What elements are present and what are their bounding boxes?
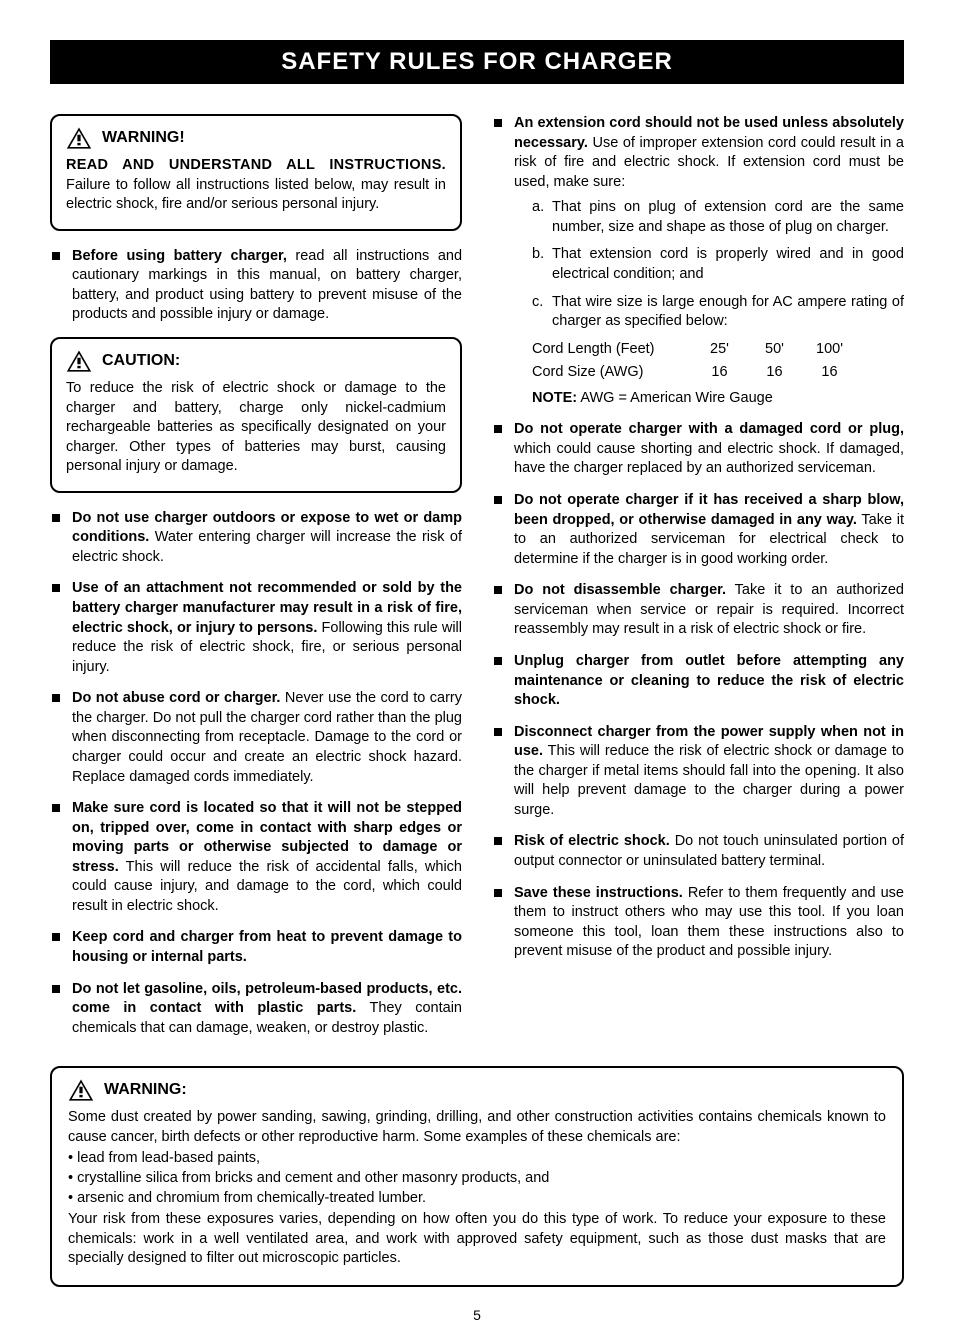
dot-item: arsenic and chromium from chemically-tre… bbox=[68, 1189, 886, 1209]
sub-list: a. That pins on plug of extension cord ar… bbox=[514, 198, 904, 331]
warning-box-1: WARNING! READ AND UNDERSTAND ALL INSTRUC… bbox=[50, 114, 462, 231]
note-bold: NOTE: bbox=[532, 390, 577, 406]
bullet-bold: Do not operate charger with a damaged co… bbox=[514, 421, 904, 437]
cord-table: Cord Length (Feet) 25' 50' 100' Cord Siz… bbox=[532, 340, 904, 383]
warning-title: WARNING! bbox=[102, 129, 185, 147]
bullet-bold: Do not operate charger if it has receive… bbox=[514, 492, 904, 528]
caution-title: CAUTION: bbox=[102, 352, 180, 370]
sub-item: a. That pins on plug of extension cord ar… bbox=[532, 198, 904, 237]
warning2-p1: Some dust created by power sanding, sawi… bbox=[68, 1108, 886, 1147]
sub-label: c. bbox=[532, 293, 543, 313]
table-cell: 16 bbox=[802, 363, 857, 383]
sub-text: That extension cord is properly wired an… bbox=[552, 246, 904, 282]
table-row: Cord Length (Feet) 25' 50' 100' bbox=[532, 340, 904, 360]
list-item: Do not operate charger if it has receive… bbox=[492, 491, 904, 569]
warning-lead: READ AND UNDERSTAND ALL INSTRUCTIONS. bbox=[66, 157, 446, 173]
bullet-bold: Risk of electric shock. bbox=[514, 833, 670, 849]
sub-label: a. bbox=[532, 198, 544, 218]
table-cell: 100' bbox=[802, 340, 857, 360]
table-cell: 16 bbox=[747, 363, 802, 383]
bullet-bold: Save these instructions. bbox=[514, 885, 683, 901]
dot-item: crystalline silica from bricks and cemen… bbox=[68, 1169, 886, 1189]
warning-box-2: WARNING: Some dust created by power sand… bbox=[50, 1066, 904, 1287]
right-column: An extension cord should not be used unl… bbox=[492, 114, 904, 1050]
bullet-before-using: Before using battery charger, read all i… bbox=[50, 247, 462, 325]
table-cell: Cord Length (Feet) bbox=[532, 340, 692, 360]
list-item: Make sure cord is located so that it wil… bbox=[50, 799, 462, 916]
warning2-title: WARNING: bbox=[104, 1079, 187, 1101]
bullet-rest: which could cause shorting and electric … bbox=[514, 441, 904, 477]
right-bullet-list: Do not operate charger with a damaged co… bbox=[492, 420, 904, 962]
bullet-bold: Do not abuse cord or charger. bbox=[72, 690, 280, 706]
left-column: WARNING! READ AND UNDERSTAND ALL INSTRUC… bbox=[50, 114, 462, 1050]
page-number: 5 bbox=[50, 1307, 904, 1323]
note-rest: AWG = American Wire Gauge bbox=[577, 390, 773, 406]
caution-body: To reduce the risk of electric shock or … bbox=[66, 379, 446, 477]
list-item: Disconnect charger from the power supply… bbox=[492, 723, 904, 821]
bullet-bold: Keep cord and charger from heat to preve… bbox=[72, 929, 462, 965]
bullet-extension-cord: An extension cord should not be used unl… bbox=[492, 114, 904, 408]
sub-item: c. That wire size is large enough for AC … bbox=[532, 293, 904, 332]
warning-body: READ AND UNDERSTAND ALL INSTRUCTIONS. Fa… bbox=[66, 156, 446, 215]
table-row: Cord Size (AWG) 16 16 16 bbox=[532, 363, 904, 383]
bullet-bold: Before using battery charger, bbox=[72, 248, 287, 264]
list-item: Do not let gasoline, oils, petroleum-bas… bbox=[50, 980, 462, 1039]
bullet-rest: This will reduce the risk of electric sh… bbox=[514, 743, 904, 818]
warning-icon bbox=[68, 1078, 94, 1102]
list-item: Unplug charger from outlet before attemp… bbox=[492, 652, 904, 711]
list-item: Risk of electric shock. Do not touch uni… bbox=[492, 832, 904, 871]
caution-box: CAUTION: To reduce the risk of electric … bbox=[50, 337, 462, 493]
bullet-rest: This will reduce the risk of accidental … bbox=[72, 859, 462, 914]
table-cell: Cord Size (AWG) bbox=[532, 363, 692, 383]
cord-note: NOTE: AWG = American Wire Gauge bbox=[532, 389, 904, 409]
bullet-bold: Do not disassemble charger. bbox=[514, 582, 726, 598]
dot-item: lead from lead-based paints, bbox=[68, 1149, 886, 1169]
list-item: Do not operate charger with a damaged co… bbox=[492, 420, 904, 479]
table-cell: 16 bbox=[692, 363, 747, 383]
caution-icon bbox=[66, 349, 92, 373]
warning2-p2: Your risk from these exposures varies, d… bbox=[68, 1210, 886, 1269]
list-item: Keep cord and charger from heat to preve… bbox=[50, 928, 462, 967]
list-item: Do not use charger outdoors or expose to… bbox=[50, 509, 462, 568]
page-title-bar: SAFETY RULES FOR CHARGER bbox=[50, 40, 904, 84]
sub-label: b. bbox=[532, 245, 544, 265]
left-bullet-list: Do not use charger outdoors or expose to… bbox=[50, 509, 462, 1039]
table-cell: 25' bbox=[692, 340, 747, 360]
sub-text: That pins on plug of extension cord are … bbox=[552, 199, 904, 235]
warning2-dots: lead from lead-based paints, crystalline… bbox=[68, 1149, 886, 1208]
bullet-bold: Unplug charger from outlet before attemp… bbox=[514, 653, 904, 708]
sub-text: That wire size is large enough for AC am… bbox=[552, 294, 904, 330]
warning-icon bbox=[66, 126, 92, 150]
list-item: Do not abuse cord or charger. Never use … bbox=[50, 689, 462, 787]
table-cell: 50' bbox=[747, 340, 802, 360]
list-item: Save these instructions. Refer to them f… bbox=[492, 884, 904, 962]
content-columns: WARNING! READ AND UNDERSTAND ALL INSTRUC… bbox=[50, 114, 904, 1050]
warning-rest: Failure to follow all instructions liste… bbox=[66, 177, 446, 213]
list-item: Use of an attachment not recommended or … bbox=[50, 579, 462, 677]
sub-item: b. That extension cord is properly wired … bbox=[532, 245, 904, 284]
list-item: Do not disassemble charger. Take it to a… bbox=[492, 581, 904, 640]
